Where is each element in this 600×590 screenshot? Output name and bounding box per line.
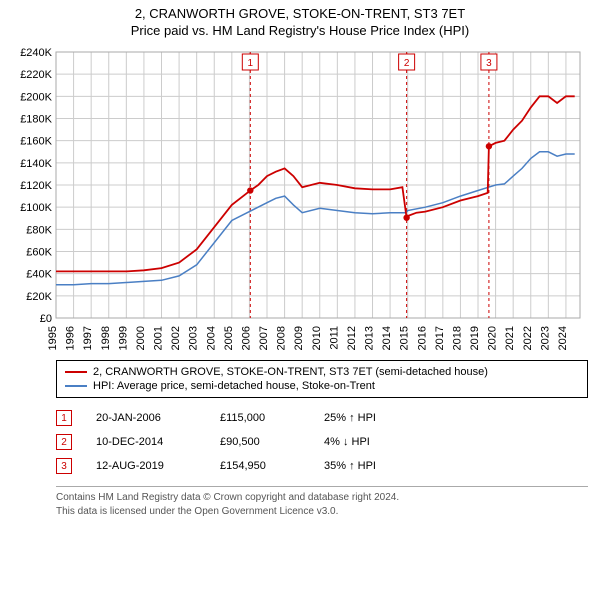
legend-swatch bbox=[65, 385, 87, 387]
sale-point-m3 bbox=[486, 143, 492, 149]
series-property bbox=[56, 96, 575, 271]
x-tick-label: 2020 bbox=[487, 326, 499, 350]
x-tick-label: 2005 bbox=[223, 326, 235, 350]
legend-swatch bbox=[65, 371, 87, 373]
transaction-price: £115,000 bbox=[220, 412, 300, 424]
chart-title-sub: Price paid vs. HM Land Registry's House … bbox=[0, 23, 600, 38]
legend-box: 2, CRANWORTH GROVE, STOKE-ON-TRENT, ST3 … bbox=[56, 360, 588, 398]
x-tick-label: 2010 bbox=[311, 326, 323, 350]
x-tick-label: 2006 bbox=[240, 326, 252, 350]
x-tick-label: 1995 bbox=[47, 326, 59, 350]
y-tick-label: £240K bbox=[20, 47, 52, 59]
y-tick-label: £120K bbox=[20, 180, 52, 192]
transaction-marker: 2 bbox=[56, 434, 72, 450]
footer-attribution: Contains HM Land Registry data © Crown c… bbox=[56, 486, 588, 518]
transaction-marker: 3 bbox=[56, 458, 72, 474]
y-tick-label: £60K bbox=[26, 247, 52, 259]
x-tick-label: 2003 bbox=[188, 326, 200, 350]
legend-label: 2, CRANWORTH GROVE, STOKE-ON-TRENT, ST3 … bbox=[93, 366, 488, 378]
transaction-date: 20-JAN-2006 bbox=[96, 412, 196, 424]
x-tick-label: 2012 bbox=[346, 326, 358, 350]
y-tick-label: £200K bbox=[20, 91, 52, 103]
x-tick-label: 2024 bbox=[557, 326, 569, 350]
y-tick-label: £180K bbox=[20, 114, 52, 126]
footer-line-1: Contains HM Land Registry data © Crown c… bbox=[56, 491, 588, 505]
x-tick-label: 1997 bbox=[82, 326, 94, 350]
transaction-delta: 4% ↓ HPI bbox=[324, 436, 424, 448]
x-tick-label: 2008 bbox=[276, 326, 288, 350]
x-tick-label: 2002 bbox=[170, 326, 182, 350]
x-tick-label: 1999 bbox=[117, 326, 129, 350]
transaction-delta: 35% ↑ HPI bbox=[324, 460, 424, 472]
x-tick-label: 2013 bbox=[364, 326, 376, 350]
y-tick-label: £20K bbox=[26, 291, 52, 303]
sale-point-m2 bbox=[403, 214, 409, 220]
legend-label: HPI: Average price, semi-detached house,… bbox=[93, 380, 375, 392]
footer-line-2: This data is licensed under the Open Gov… bbox=[56, 505, 588, 519]
transaction-row: 2 10-DEC-2014 £90,500 4% ↓ HPI bbox=[56, 430, 588, 454]
event-marker-number: 2 bbox=[404, 58, 410, 69]
x-tick-label: 2021 bbox=[504, 326, 516, 350]
y-tick-label: £0 bbox=[40, 313, 52, 325]
x-tick-label: 2011 bbox=[328, 326, 340, 350]
legend-row: 2, CRANWORTH GROVE, STOKE-ON-TRENT, ST3 … bbox=[65, 365, 579, 379]
chart-area: £0 £20K £40K £60K £80K £100K £120K £140K £160K £1… bbox=[6, 44, 588, 354]
x-tick-label: 1998 bbox=[100, 326, 112, 350]
x-tick-label: 2015 bbox=[399, 326, 411, 350]
transactions-table: 1 20-JAN-2006 £115,000 25% ↑ HPI 2 10-DEC-201… bbox=[56, 406, 588, 478]
transaction-date: 12-AUG-2019 bbox=[96, 460, 196, 472]
x-tick-label: 2022 bbox=[522, 326, 534, 350]
sale-point-m1 bbox=[247, 187, 253, 193]
transaction-price: £90,500 bbox=[220, 436, 300, 448]
y-tick-label: £140K bbox=[20, 158, 52, 170]
x-tick-label: 2007 bbox=[258, 326, 270, 350]
x-tick-label: 1996 bbox=[65, 326, 77, 350]
transaction-delta: 25% ↑ HPI bbox=[324, 412, 424, 424]
x-tick-label: 2001 bbox=[153, 326, 165, 350]
transaction-marker: 1 bbox=[56, 410, 72, 426]
transaction-row: 3 12-AUG-2019 £154,950 35% ↑ HPI bbox=[56, 454, 588, 478]
chart-title-main: 2, CRANWORTH GROVE, STOKE-ON-TRENT, ST3 … bbox=[0, 6, 600, 21]
y-tick-label: £40K bbox=[26, 269, 52, 281]
x-tick-label: 2019 bbox=[469, 326, 481, 350]
x-tick-label: 2023 bbox=[539, 326, 551, 350]
transaction-date: 10-DEC-2014 bbox=[96, 436, 196, 448]
x-tick-label: 2009 bbox=[293, 326, 305, 350]
x-tick-label: 2018 bbox=[451, 326, 463, 350]
price-line-chart: £0 £20K £40K £60K £80K £100K £120K £140K £160K £1… bbox=[6, 44, 588, 354]
y-tick-label: £220K bbox=[20, 69, 52, 81]
y-tick-label: £100K bbox=[20, 202, 52, 214]
x-tick-label: 2000 bbox=[135, 326, 147, 350]
transaction-row: 1 20-JAN-2006 £115,000 25% ↑ HPI bbox=[56, 406, 588, 430]
y-tick-label: £80K bbox=[26, 224, 52, 236]
series-hpi bbox=[56, 152, 575, 285]
x-tick-label: 2014 bbox=[381, 326, 393, 350]
x-tick-label: 2016 bbox=[416, 326, 428, 350]
transaction-price: £154,950 bbox=[220, 460, 300, 472]
legend-row: HPI: Average price, semi-detached house,… bbox=[65, 379, 579, 393]
chart-title-block: 2, CRANWORTH GROVE, STOKE-ON-TRENT, ST3 … bbox=[0, 0, 600, 40]
event-marker-number: 3 bbox=[486, 58, 492, 69]
x-tick-label: 2004 bbox=[205, 326, 217, 350]
event-marker-number: 1 bbox=[248, 58, 254, 69]
x-tick-label: 2017 bbox=[434, 326, 446, 350]
y-tick-label: £160K bbox=[20, 136, 52, 148]
